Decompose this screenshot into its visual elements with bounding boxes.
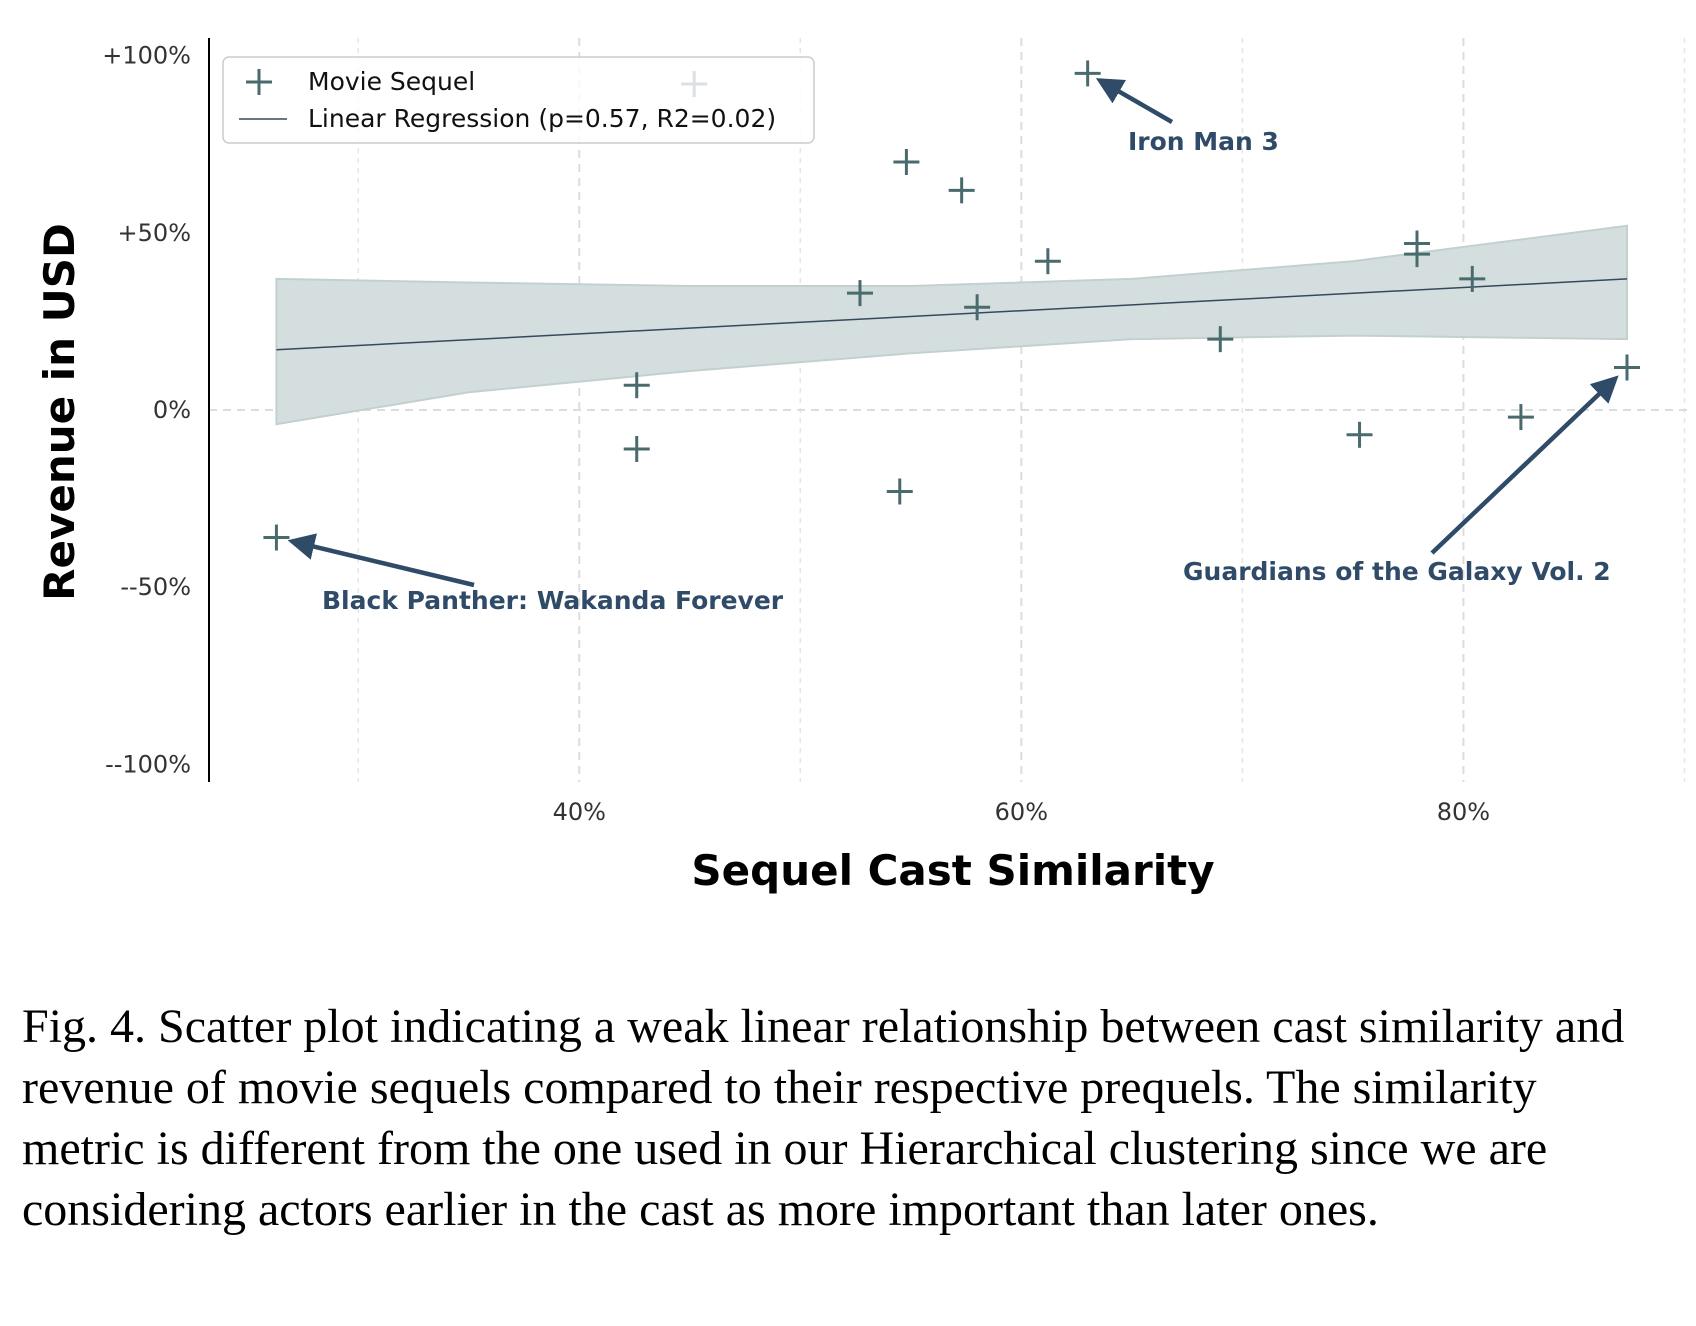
legend-marker-plus (246, 69, 272, 95)
data-point (893, 149, 920, 175)
data-point (1459, 265, 1486, 292)
x-tick-label: 80% (1437, 798, 1490, 826)
data-point (964, 294, 991, 321)
tick-labels: +100% +50% 0% --50% --100% 40% 60% 80% (102, 42, 1490, 826)
data-point (846, 280, 873, 307)
data-point (1034, 248, 1061, 275)
scatter-chart: +100% +50% 0% --50% --100% 40% 60% 80% Iron Man… (35, 38, 1690, 895)
confidence-band (275, 224, 1628, 426)
figure-caption: Fig. 4. Scatter plot indicating a weak l… (22, 1000, 1625, 1236)
data-point (263, 524, 290, 551)
data-point (886, 478, 913, 505)
y-tick-label: --100% (105, 750, 191, 778)
annotation-label: Black Panther: Wakanda Forever (322, 586, 784, 615)
legend-label: Movie Sequel (308, 67, 475, 96)
data-point (1074, 60, 1101, 87)
x-tick-label: 60% (995, 798, 1048, 826)
annotation-arrow (287, 533, 475, 588)
annotation-label: Iron Man 3 (1128, 127, 1279, 156)
y-tick-label: 0% (153, 396, 191, 424)
data-point (1614, 354, 1641, 381)
data-point (948, 177, 975, 204)
annotation-arrow (1430, 375, 1619, 555)
regression-line-group (276, 278, 1628, 351)
data-point (623, 372, 650, 399)
data-point (1346, 421, 1373, 448)
grid-lines (209, 38, 1690, 782)
y-tick-label: +100% (102, 42, 191, 70)
regression-line (276, 278, 1628, 351)
legend-box (222, 56, 815, 144)
x-axis-title: Sequel Cast Similarity (691, 846, 1214, 895)
data-point (1404, 230, 1431, 257)
data-point (1507, 404, 1534, 431)
confidence-band-group (275, 224, 1628, 426)
y-axis-title: Revenue in USD (35, 223, 84, 601)
data-points (263, 60, 1641, 551)
data-point (623, 435, 650, 462)
x-tick-label: 40% (553, 798, 606, 826)
annotation-label: Guardians of the Galaxy Vol. 2 (1183, 557, 1611, 586)
legend-label: Linear Regression (p=0.57, R2=0.02) (308, 104, 776, 133)
annotations: Iron Man 3 Black Panther: Wakanda Forever… (287, 78, 1619, 615)
y-tick-label: +50% (118, 219, 191, 247)
annotation-arrow (1095, 78, 1174, 124)
data-point (1207, 326, 1234, 353)
y-tick-label: --50% (120, 573, 191, 601)
legend: Movie Sequel Linear Regression (p=0.57, R… (222, 56, 815, 144)
